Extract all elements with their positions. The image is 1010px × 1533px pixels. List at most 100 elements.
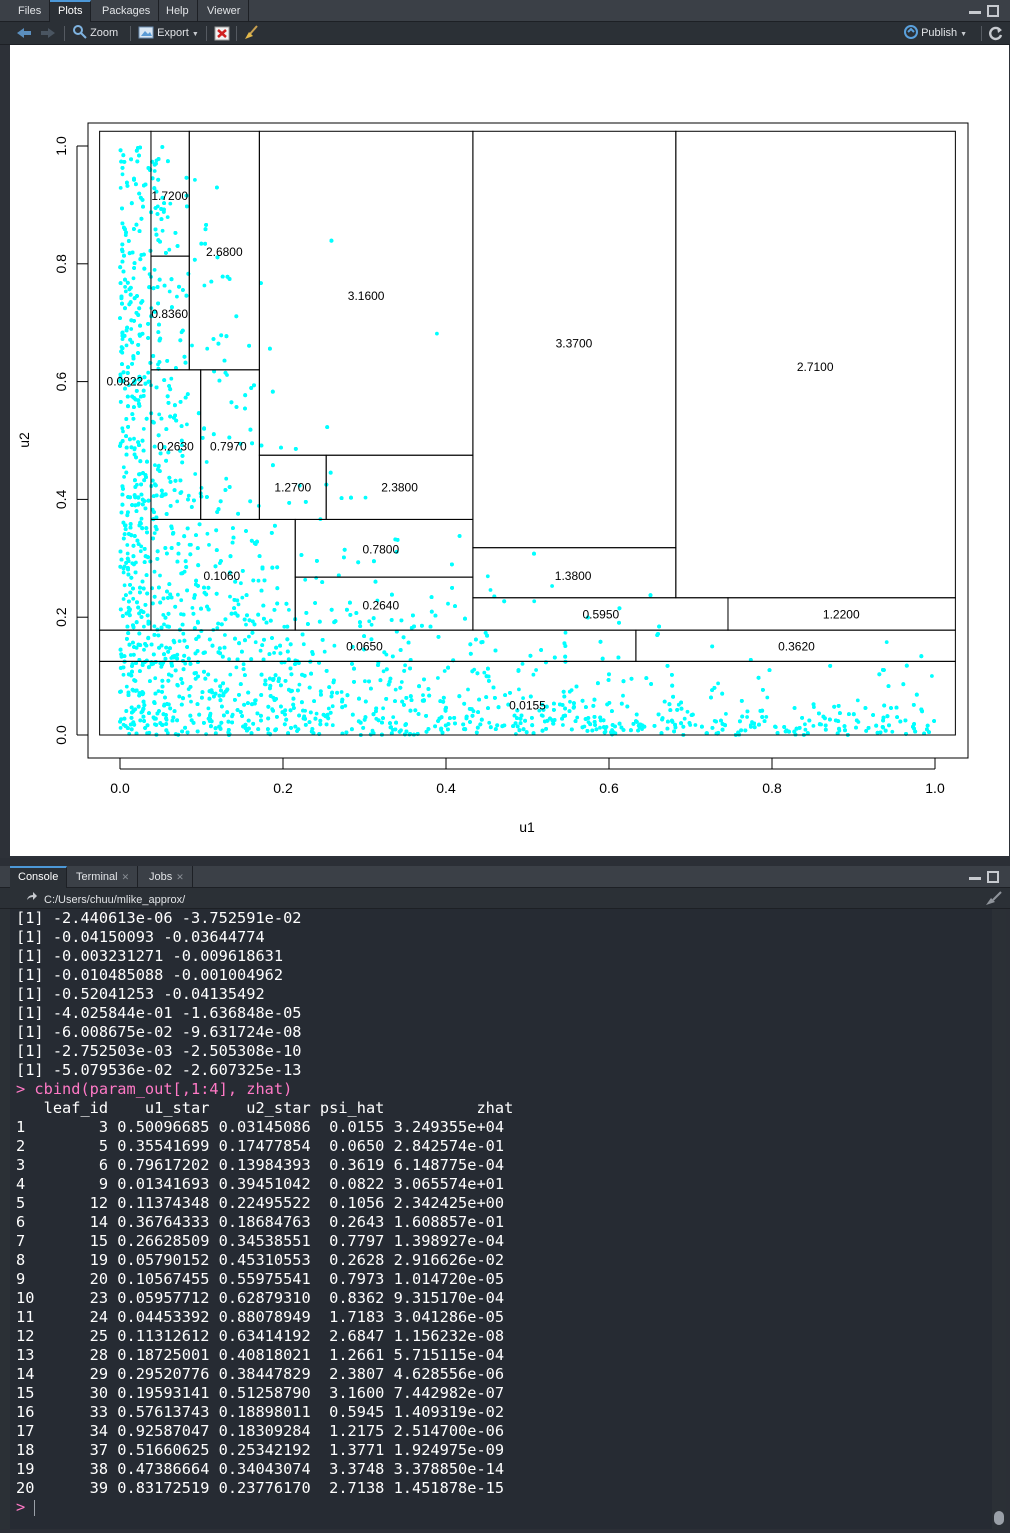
data-point (496, 705, 501, 710)
data-point (155, 212, 160, 216)
publish-icon (904, 25, 918, 39)
data-point (540, 702, 545, 707)
data-point (586, 615, 590, 620)
data-point (262, 616, 266, 621)
data-point (474, 730, 479, 735)
data-point (710, 726, 715, 730)
data-point (159, 625, 164, 630)
back-arrow-icon[interactable] (16, 27, 32, 44)
data-point (393, 699, 397, 703)
data-point (223, 617, 228, 622)
tab-files[interactable]: Files (10, 0, 51, 22)
data-point (912, 726, 916, 731)
data-point (130, 710, 134, 715)
tab-help[interactable]: Help (158, 0, 198, 22)
minimize-icon[interactable] (969, 5, 981, 14)
data-point (129, 705, 134, 710)
data-point (140, 663, 145, 667)
data-point (176, 592, 180, 597)
data-point (217, 646, 222, 651)
data-point (519, 713, 524, 718)
data-point (881, 668, 885, 672)
data-point (125, 513, 130, 518)
data-point (625, 704, 630, 709)
data-point (757, 722, 761, 727)
data-point (390, 592, 394, 597)
data-point (817, 722, 822, 727)
maximize-icon[interactable] (987, 5, 999, 17)
data-point (160, 228, 165, 233)
tab-packages[interactable]: Packages (94, 0, 160, 22)
data-point (252, 701, 257, 706)
data-point (246, 701, 250, 705)
data-point (648, 593, 653, 598)
data-point (854, 718, 859, 723)
tab-viewer[interactable]: Viewer (199, 0, 250, 22)
data-point (130, 250, 135, 255)
data-point (123, 386, 127, 391)
data-point (257, 554, 262, 558)
data-point (129, 201, 134, 206)
data-point (153, 676, 158, 681)
data-point (580, 725, 585, 730)
points-layer (118, 145, 936, 737)
data-point (240, 649, 244, 654)
data-point (207, 637, 212, 642)
data-point (293, 662, 297, 666)
data-point (215, 185, 219, 190)
data-point (132, 261, 137, 265)
data-point (120, 221, 125, 226)
data-point (479, 640, 484, 645)
zoom-button[interactable]: Zoom (73, 25, 118, 42)
data-point (259, 718, 263, 723)
data-point (843, 728, 847, 733)
data-point (128, 292, 133, 297)
data-point (812, 705, 816, 709)
data-point (304, 611, 309, 615)
data-point (363, 495, 368, 500)
data-point (123, 527, 128, 531)
remove-plot-icon[interactable] (214, 26, 230, 43)
export-button[interactable]: Export ▼ (138, 25, 199, 42)
data-point (901, 682, 906, 687)
data-point (260, 565, 265, 570)
data-point (193, 472, 198, 476)
data-point (118, 375, 123, 380)
data-point (259, 693, 264, 697)
data-point (476, 710, 480, 714)
data-point (561, 723, 565, 727)
data-point (550, 584, 554, 588)
data-point (397, 729, 402, 734)
data-point (273, 523, 277, 528)
data-point (515, 724, 520, 729)
data-point (268, 686, 272, 691)
publish-button[interactable]: Publish ▼ (904, 25, 967, 42)
data-point (532, 551, 536, 556)
data-point (174, 418, 179, 423)
data-point (330, 690, 334, 695)
data-point (173, 403, 177, 408)
data-point (236, 511, 241, 516)
data-point (823, 723, 828, 728)
data-point (120, 502, 125, 507)
data-point (119, 294, 124, 299)
data-point (886, 684, 891, 688)
data-point (441, 699, 446, 704)
data-point (164, 645, 169, 650)
data-point (147, 711, 151, 715)
tab-plots[interactable]: Plots (50, 0, 92, 22)
clear-all-broom-icon[interactable] (243, 25, 259, 42)
data-point (160, 195, 165, 200)
data-point (165, 551, 169, 556)
data-point (719, 718, 723, 723)
data-point (121, 570, 126, 575)
data-point (251, 721, 256, 726)
plots-toolbar: Zoom Export ▼ Publish ▼ (0, 22, 1010, 45)
data-point (399, 618, 404, 623)
data-point (271, 463, 275, 468)
forward-arrow-icon[interactable] (40, 27, 56, 44)
data-point (183, 360, 188, 365)
refresh-icon[interactable] (988, 26, 1003, 43)
data-point (428, 624, 433, 629)
data-point (131, 554, 136, 559)
